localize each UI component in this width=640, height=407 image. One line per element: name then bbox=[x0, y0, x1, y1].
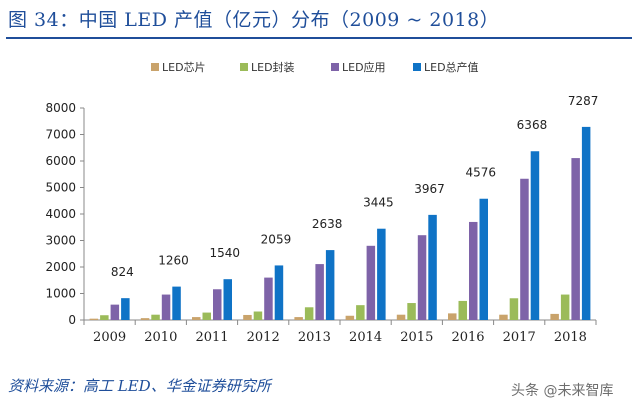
bar-LED封装-2014 bbox=[356, 305, 365, 320]
watermark-text: 头条 @未来智库 bbox=[511, 383, 614, 399]
legend-swatch bbox=[151, 63, 159, 71]
data-label: 7287 bbox=[568, 94, 599, 108]
bar-LED封装-2013 bbox=[304, 307, 314, 320]
bar-LED封装-2016 bbox=[458, 300, 467, 320]
bar-LED封装-2011 bbox=[202, 312, 211, 320]
title-divider bbox=[6, 37, 632, 39]
x-tick-label: 2009 bbox=[93, 330, 126, 345]
x-tick-label: 2013 bbox=[298, 330, 331, 345]
x-tick-label: 2016 bbox=[451, 330, 484, 345]
y-tick-label: 3000 bbox=[45, 234, 76, 248]
bar-LED总产值-2014 bbox=[377, 228, 386, 320]
bar-LED封装-2009 bbox=[100, 315, 109, 320]
data-label: 3967 bbox=[414, 182, 445, 196]
legend-label: LED应用 bbox=[342, 60, 386, 74]
data-label: 824 bbox=[111, 265, 134, 279]
bar-LED应用-2017 bbox=[520, 178, 529, 320]
y-tick-label: 7000 bbox=[45, 128, 76, 142]
bar-LED应用-2011 bbox=[213, 289, 222, 320]
bar-LED芯片-2018 bbox=[550, 313, 559, 320]
bar-LED应用-2016 bbox=[469, 221, 478, 320]
bar-LED芯片-2013 bbox=[294, 317, 303, 320]
data-label: 1260 bbox=[158, 254, 189, 268]
x-axis: 2009 2010 2011 2012 2013 2014 2015 2016 2017 2018 bbox=[83, 319, 597, 345]
bar-LED总产值-2010 bbox=[172, 286, 181, 320]
figure-title: 图 34：中国 LED 产值（亿元）分布（2009 ~ 2018） bbox=[8, 9, 500, 31]
data-label: 4576 bbox=[465, 166, 496, 180]
bar-LED总产值-2015 bbox=[428, 214, 437, 320]
data-label: 6368 bbox=[517, 118, 548, 132]
bar-LED芯片-2014 bbox=[345, 315, 355, 320]
bar-LED总产值-2012 bbox=[274, 265, 284, 320]
x-tick-label: 2010 bbox=[144, 330, 177, 345]
y-tick-label: 1000 bbox=[45, 287, 76, 301]
bar-LED应用-2015 bbox=[417, 235, 427, 320]
y-tick-label: 8000 bbox=[45, 101, 76, 115]
x-tick-label: 2018 bbox=[554, 330, 587, 345]
x-tick-label: 2012 bbox=[247, 330, 280, 345]
data-label: 3445 bbox=[363, 196, 394, 210]
bar-LED应用-2010 bbox=[161, 294, 171, 320]
bar-LED芯片-2017 bbox=[499, 314, 508, 320]
legend-label: LED芯片 bbox=[162, 60, 206, 74]
bar-LED芯片-2009 bbox=[89, 318, 99, 320]
y-axis: 0 1000 2000 3000 4000 5000 6000 7000 8000 bbox=[45, 101, 85, 327]
bar-series-group bbox=[89, 126, 591, 320]
watermark: 头条 @未来智库 bbox=[511, 380, 613, 400]
data-label-group: 824 1260 1540 2059 2638 3445 3967 4576 6368 7287 bbox=[111, 94, 599, 279]
bar-LED总产值-2011 bbox=[223, 279, 232, 320]
y-tick-label: 0 bbox=[68, 313, 76, 327]
legend-swatch bbox=[240, 63, 248, 71]
bar-LED芯片-2010 bbox=[140, 318, 150, 320]
bar-LED总产值-2009 bbox=[121, 298, 130, 320]
bar-LED应用-2009 bbox=[110, 304, 120, 320]
legend-label: LED封装 bbox=[251, 60, 295, 74]
source-note: 资料来源：高工 LED、华金证券研究所 bbox=[8, 377, 271, 395]
x-tick-label: 2015 bbox=[400, 330, 433, 345]
x-tick-label: 2011 bbox=[195, 330, 228, 345]
bar-LED封装-2010 bbox=[151, 314, 160, 320]
bar-LED封装-2017 bbox=[509, 298, 519, 320]
y-tick-label: 6000 bbox=[45, 154, 76, 168]
x-tick-label: 2014 bbox=[349, 330, 382, 345]
legend-label: LED总产值 bbox=[424, 60, 479, 74]
legend-swatch bbox=[413, 63, 421, 71]
bar-LED应用-2013 bbox=[315, 264, 324, 320]
bar-LED总产值-2017 bbox=[530, 151, 540, 320]
bar-LED总产值-2018 bbox=[581, 126, 591, 320]
data-label: 2059 bbox=[261, 232, 292, 246]
bar-LED总产值-2013 bbox=[325, 250, 335, 320]
bar-LED封装-2012 bbox=[253, 311, 263, 320]
x-tick-label: 2017 bbox=[503, 330, 536, 345]
legend-swatch bbox=[331, 63, 339, 71]
y-tick-label: 4000 bbox=[45, 207, 76, 221]
chart-legend: LED芯片 LED封装 LED应用 LED总产值 bbox=[151, 60, 479, 74]
bar-LED芯片-2011 bbox=[192, 317, 201, 320]
data-label: 2638 bbox=[312, 217, 343, 231]
data-label: 1540 bbox=[209, 246, 240, 260]
bar-LED封装-2018 bbox=[560, 294, 570, 320]
bar-LED应用-2014 bbox=[366, 245, 376, 320]
bar-LED芯片-2012 bbox=[243, 314, 252, 320]
bar-LED应用-2018 bbox=[571, 158, 580, 320]
bar-LED封装-2015 bbox=[407, 303, 416, 320]
bar-LED应用-2012 bbox=[264, 277, 273, 320]
bar-LED芯片-2016 bbox=[448, 313, 457, 320]
bar-LED芯片-2015 bbox=[396, 314, 406, 320]
bar-LED总产值-2016 bbox=[479, 198, 488, 320]
y-tick-label: 2000 bbox=[45, 260, 76, 274]
y-tick-label: 5000 bbox=[45, 181, 76, 195]
